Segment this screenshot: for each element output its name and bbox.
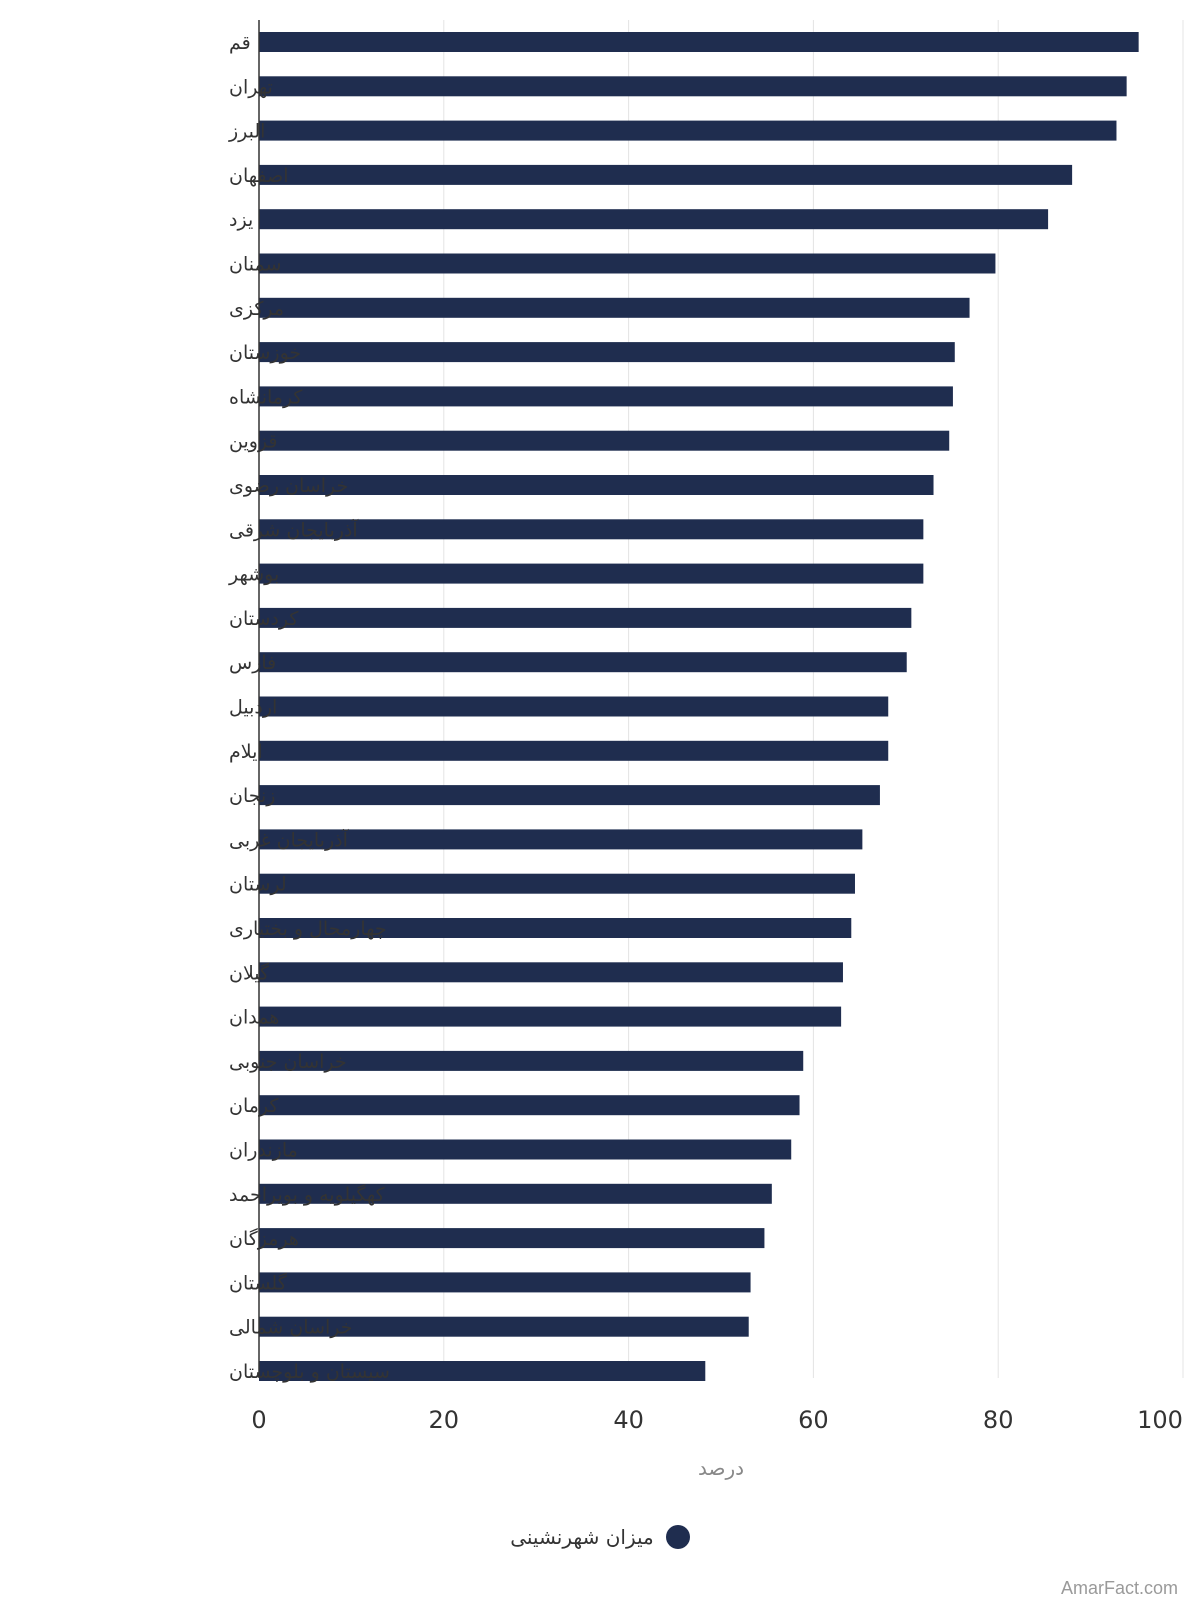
category-label-23: خراسان جنوبی (229, 1051, 347, 1073)
bar-30[interactable] (259, 1361, 706, 1381)
category-label-14: فارس (229, 652, 276, 674)
bars (259, 32, 1139, 1381)
category-label-20: چهارمحال و بختیاری (229, 918, 387, 940)
bar-22[interactable] (259, 1006, 842, 1027)
bar-10[interactable] (259, 475, 934, 495)
bar-11[interactable] (259, 519, 924, 540)
category-label-2: البرز (228, 121, 265, 143)
category-label-7: خوزستان (229, 342, 301, 364)
legend-dot-icon (665, 1525, 690, 1549)
bar-13[interactable] (259, 607, 912, 628)
bar-28[interactable] (259, 1272, 751, 1293)
bar-5[interactable] (259, 253, 996, 274)
category-label-9: قزوین (229, 431, 278, 453)
bar-14[interactable] (259, 652, 907, 673)
category-label-0: قم (229, 32, 251, 54)
x-tick-label-1: 20 (429, 1406, 460, 1434)
bar-17[interactable] (259, 785, 880, 806)
category-label-19: لرستان (229, 874, 287, 896)
category-label-24: کرمان (229, 1095, 279, 1117)
x-tick-labels: 0 20 40 60 80 100 (251, 1406, 1183, 1434)
category-label-25: مازندران (229, 1140, 298, 1162)
bar-24[interactable] (259, 1095, 800, 1116)
bar-20[interactable] (259, 918, 852, 938)
category-label-21: گیلان (229, 961, 270, 984)
bar-3[interactable] (259, 164, 1073, 185)
bar-16[interactable] (259, 740, 889, 761)
bar-23[interactable] (259, 1050, 804, 1071)
x-tick-label-5: 100 (1137, 1406, 1183, 1434)
bar-12[interactable] (259, 563, 924, 584)
bar-7[interactable] (259, 342, 955, 363)
category-label-5: سمنان (229, 254, 281, 276)
category-label-16: ایلام (229, 741, 263, 763)
category-label-4: یزد (229, 209, 253, 231)
category-label-12: بوشهر (228, 564, 279, 586)
category-label-17: زنجان (229, 785, 275, 807)
x-tick-label-4: 80 (983, 1406, 1014, 1434)
category-label-29: خراسان شمالی (229, 1317, 353, 1339)
bar-18[interactable] (259, 829, 863, 850)
category-label-22: همدان (229, 1007, 279, 1029)
category-label-1: تهران (229, 76, 273, 98)
x-tick-label-2: 40 (613, 1406, 644, 1434)
bar-19[interactable] (259, 873, 855, 894)
watermark: AmarFact.com (1060, 1578, 1178, 1598)
category-label-30: سیستان و بلوچستان (229, 1361, 390, 1383)
category-label-26: کهگیلویه و بویراحمد (229, 1183, 386, 1206)
legend[interactable]: میزان شهرنشینی (0, 1525, 1200, 1549)
category-label-8: کرمانشاه (229, 386, 303, 408)
bar-26[interactable] (259, 1183, 772, 1204)
bar-25[interactable] (259, 1139, 792, 1160)
category-label-11: آذربایجان شرقی (229, 517, 358, 541)
category-label-18: آذربایجان غربی (229, 827, 349, 851)
x-axis-title: درصد (698, 1456, 744, 1480)
bar-0[interactable] (259, 32, 1139, 52)
bar-15[interactable] (259, 696, 889, 717)
bar-2[interactable] (259, 120, 1117, 141)
legend-series-label: میزان شهرنشینی (510, 1525, 654, 1549)
bar-1[interactable] (259, 76, 1127, 97)
bar-4[interactable] (259, 209, 1049, 230)
category-label-15: اردبیل (229, 697, 277, 719)
category-label-6: مرکزی (229, 298, 284, 320)
bar-9[interactable] (259, 430, 950, 451)
category-label-27: هرمزگان (229, 1227, 299, 1250)
bar-29[interactable] (259, 1316, 749, 1337)
category-label-13: کردستان (229, 608, 299, 630)
x-tick-label-3: 60 (798, 1406, 829, 1434)
bar-6[interactable] (259, 297, 970, 318)
x-tick-label-0: 0 (251, 1406, 266, 1434)
bar-27[interactable] (259, 1228, 765, 1249)
bar-21[interactable] (259, 962, 843, 983)
bar-8[interactable] (259, 386, 953, 407)
category-label-10: خراسان رضوی (229, 475, 348, 497)
